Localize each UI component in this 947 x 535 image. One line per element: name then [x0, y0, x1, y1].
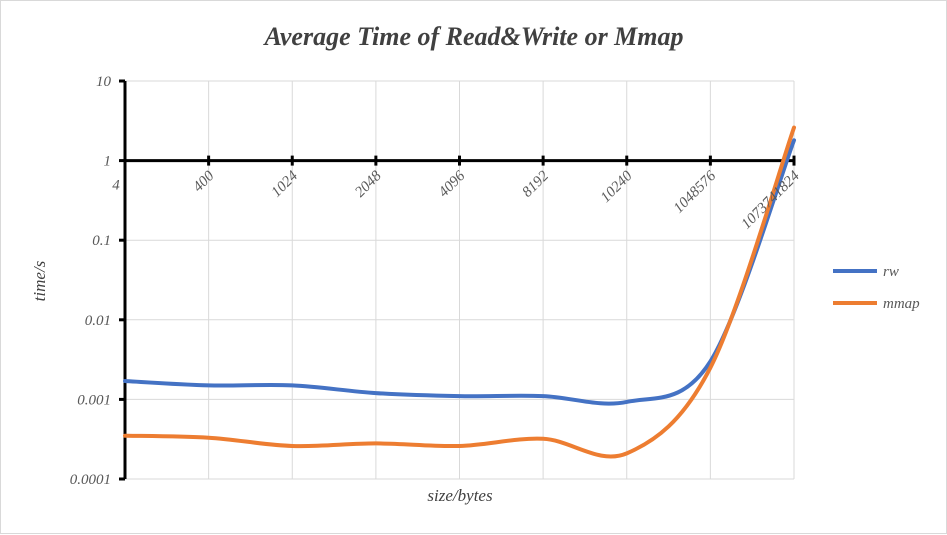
- x-axis-title: size/bytes: [427, 486, 493, 505]
- x-tick-label: 4: [112, 178, 120, 194]
- x-tick-label: 1024: [269, 168, 302, 201]
- y-tick-label: 0.1: [92, 233, 111, 249]
- x-tick-label: 8192: [519, 168, 552, 201]
- legend: rw mmap: [833, 264, 920, 312]
- y-tick-label: 10: [96, 74, 112, 90]
- y-axis-title: time/s: [30, 260, 49, 301]
- chart-title: Average Time of Read&Write or Mmap: [262, 22, 683, 51]
- y-tick-label: 1: [104, 154, 112, 170]
- x-tick-label: 1048576: [671, 168, 720, 217]
- x-tick-label: 1073741824: [738, 168, 803, 233]
- x-tick-labels: 4 400 1024 2048 4096 8192 10240 1048576 10737418…: [112, 168, 803, 233]
- legend-label-rw: rw: [883, 264, 899, 280]
- axes: [119, 81, 794, 479]
- y-tick-labels: 0.0001 0.001 0.01 0.1 1 10: [70, 74, 112, 488]
- y-tick-label: 0.001: [77, 392, 111, 408]
- legend-label-mmap: mmap: [883, 296, 920, 312]
- x-tick-label: 10240: [598, 168, 636, 206]
- grid-lines: [125, 81, 794, 479]
- y-tick-label: 0.01: [85, 313, 111, 329]
- y-tick-label: 0.0001: [70, 472, 111, 488]
- x-tick-label: 2048: [352, 168, 385, 201]
- x-tick-label: 4096: [436, 168, 469, 201]
- x-tick-label: 400: [190, 168, 218, 196]
